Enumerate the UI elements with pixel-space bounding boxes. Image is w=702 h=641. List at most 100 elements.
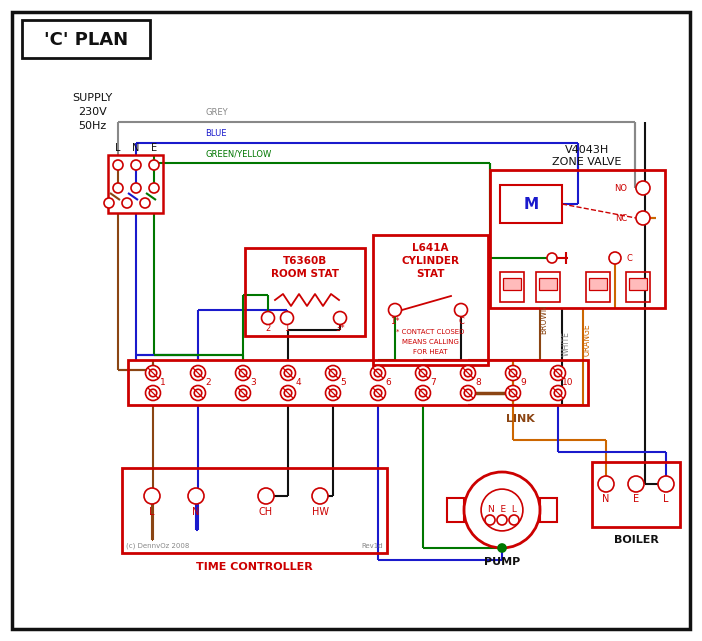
Text: HW: HW bbox=[312, 507, 329, 517]
Text: BOILER: BOILER bbox=[614, 535, 658, 545]
Text: CH: CH bbox=[259, 507, 273, 517]
Circle shape bbox=[609, 252, 621, 264]
Circle shape bbox=[326, 365, 340, 381]
Circle shape bbox=[194, 389, 201, 397]
Text: 6: 6 bbox=[385, 378, 391, 387]
Text: N: N bbox=[602, 494, 610, 504]
Text: N  E  L: N E L bbox=[488, 506, 517, 515]
Circle shape bbox=[371, 365, 385, 381]
Text: NO: NO bbox=[614, 183, 628, 192]
Text: N: N bbox=[192, 507, 199, 517]
Text: 10: 10 bbox=[562, 378, 574, 387]
Text: 4: 4 bbox=[295, 378, 301, 387]
Text: 5: 5 bbox=[340, 378, 346, 387]
Text: BROWN: BROWN bbox=[540, 304, 548, 334]
Text: LINK: LINK bbox=[505, 414, 534, 424]
Circle shape bbox=[144, 488, 160, 504]
Circle shape bbox=[505, 385, 520, 401]
Text: 2: 2 bbox=[265, 324, 271, 333]
Text: 1: 1 bbox=[284, 324, 290, 333]
Text: GREY: GREY bbox=[205, 108, 227, 117]
Circle shape bbox=[326, 385, 340, 401]
Text: C: C bbox=[626, 253, 632, 263]
Text: 2: 2 bbox=[205, 378, 211, 387]
Circle shape bbox=[419, 389, 427, 397]
Text: MEANS CALLING: MEANS CALLING bbox=[402, 339, 458, 345]
Text: ROOM STAT: ROOM STAT bbox=[271, 269, 339, 279]
Circle shape bbox=[150, 389, 157, 397]
Circle shape bbox=[464, 389, 472, 397]
Text: M: M bbox=[524, 197, 538, 212]
Text: CYLINDER: CYLINDER bbox=[401, 256, 459, 266]
Circle shape bbox=[281, 312, 293, 324]
Text: N: N bbox=[132, 143, 140, 153]
Text: T6360B: T6360B bbox=[283, 256, 327, 266]
Circle shape bbox=[550, 385, 566, 401]
Circle shape bbox=[416, 365, 430, 381]
Circle shape bbox=[122, 198, 132, 208]
Circle shape bbox=[333, 312, 347, 324]
Circle shape bbox=[498, 544, 506, 552]
Circle shape bbox=[239, 389, 246, 397]
Text: * CONTACT CLOSED: * CONTACT CLOSED bbox=[396, 329, 464, 335]
Circle shape bbox=[636, 181, 650, 195]
Text: ORANGE: ORANGE bbox=[583, 323, 592, 356]
Text: C: C bbox=[458, 317, 464, 326]
Circle shape bbox=[509, 369, 517, 377]
Circle shape bbox=[481, 489, 523, 531]
Circle shape bbox=[281, 365, 296, 381]
Circle shape bbox=[145, 365, 161, 381]
Circle shape bbox=[464, 472, 540, 548]
Circle shape bbox=[131, 183, 141, 193]
Circle shape bbox=[235, 385, 251, 401]
Circle shape bbox=[235, 365, 251, 381]
Text: 50Hz: 50Hz bbox=[78, 121, 106, 131]
Text: NC: NC bbox=[615, 213, 627, 222]
Circle shape bbox=[113, 160, 123, 170]
Circle shape bbox=[188, 488, 204, 504]
Text: STAT: STAT bbox=[416, 269, 444, 279]
Polygon shape bbox=[629, 278, 647, 290]
Text: PUMP: PUMP bbox=[484, 557, 520, 567]
Text: V4043H: V4043H bbox=[565, 145, 609, 155]
Text: 3: 3 bbox=[250, 378, 256, 387]
Text: 7: 7 bbox=[430, 378, 436, 387]
Text: BLUE: BLUE bbox=[205, 129, 227, 138]
Polygon shape bbox=[589, 278, 607, 290]
Circle shape bbox=[312, 488, 328, 504]
Circle shape bbox=[628, 476, 644, 492]
Text: 1: 1 bbox=[160, 378, 166, 387]
Circle shape bbox=[555, 369, 562, 377]
Circle shape bbox=[598, 476, 614, 492]
Circle shape bbox=[149, 183, 159, 193]
Circle shape bbox=[258, 488, 274, 504]
Circle shape bbox=[419, 369, 427, 377]
Circle shape bbox=[658, 476, 674, 492]
Text: 3*: 3* bbox=[335, 324, 345, 333]
Circle shape bbox=[104, 198, 114, 208]
Circle shape bbox=[284, 369, 292, 377]
Circle shape bbox=[461, 365, 475, 381]
Circle shape bbox=[454, 303, 468, 317]
Text: WHITE: WHITE bbox=[562, 331, 571, 356]
Text: (c) DennvOz 2008: (c) DennvOz 2008 bbox=[126, 543, 190, 549]
Circle shape bbox=[131, 160, 141, 170]
Text: 9: 9 bbox=[520, 378, 526, 387]
Circle shape bbox=[281, 385, 296, 401]
Circle shape bbox=[145, 385, 161, 401]
Circle shape bbox=[505, 365, 520, 381]
Text: 230V: 230V bbox=[78, 107, 107, 117]
Text: E: E bbox=[151, 143, 157, 153]
Circle shape bbox=[190, 385, 206, 401]
Circle shape bbox=[194, 369, 201, 377]
Circle shape bbox=[416, 385, 430, 401]
Circle shape bbox=[550, 365, 566, 381]
Circle shape bbox=[262, 312, 274, 324]
Text: L: L bbox=[115, 143, 121, 153]
Text: SUPPLY: SUPPLY bbox=[72, 93, 112, 103]
Polygon shape bbox=[503, 278, 521, 290]
Circle shape bbox=[497, 515, 507, 525]
Text: TIME CONTROLLER: TIME CONTROLLER bbox=[196, 562, 312, 572]
Circle shape bbox=[113, 183, 123, 193]
Circle shape bbox=[547, 253, 557, 263]
